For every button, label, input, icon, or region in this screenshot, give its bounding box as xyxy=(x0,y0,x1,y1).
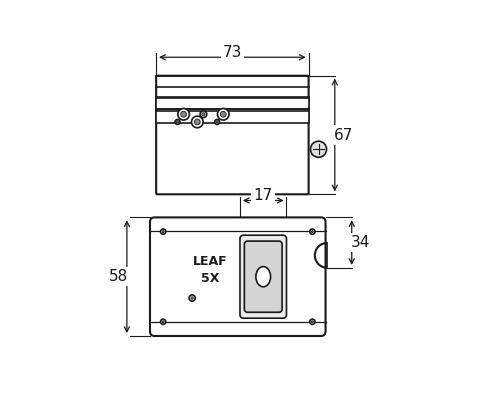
Circle shape xyxy=(194,119,200,125)
Circle shape xyxy=(160,229,166,234)
Circle shape xyxy=(178,108,190,120)
Circle shape xyxy=(312,231,314,233)
Circle shape xyxy=(312,321,314,323)
Circle shape xyxy=(202,113,205,116)
Circle shape xyxy=(216,121,218,123)
Circle shape xyxy=(180,111,186,117)
Circle shape xyxy=(162,321,164,323)
FancyBboxPatch shape xyxy=(150,218,326,336)
Text: 58: 58 xyxy=(108,269,128,284)
FancyBboxPatch shape xyxy=(244,241,282,312)
Circle shape xyxy=(218,108,229,120)
Circle shape xyxy=(310,141,326,157)
Circle shape xyxy=(310,319,315,324)
Circle shape xyxy=(191,297,194,299)
Circle shape xyxy=(192,116,203,128)
Circle shape xyxy=(310,229,315,234)
Bar xyxy=(156,97,308,109)
Circle shape xyxy=(214,120,220,124)
Circle shape xyxy=(200,111,207,118)
Circle shape xyxy=(162,231,164,233)
FancyBboxPatch shape xyxy=(156,76,308,194)
Circle shape xyxy=(160,319,166,324)
Text: 34: 34 xyxy=(350,235,370,250)
Circle shape xyxy=(176,121,178,123)
Text: 17: 17 xyxy=(254,188,273,203)
Text: 67: 67 xyxy=(334,128,353,142)
Text: LEAF
5X: LEAF 5X xyxy=(193,254,228,284)
Text: 73: 73 xyxy=(222,45,242,60)
Ellipse shape xyxy=(256,267,270,287)
Bar xyxy=(156,111,308,123)
Circle shape xyxy=(189,295,195,301)
Circle shape xyxy=(220,111,226,117)
FancyBboxPatch shape xyxy=(240,235,286,318)
Circle shape xyxy=(175,120,180,124)
